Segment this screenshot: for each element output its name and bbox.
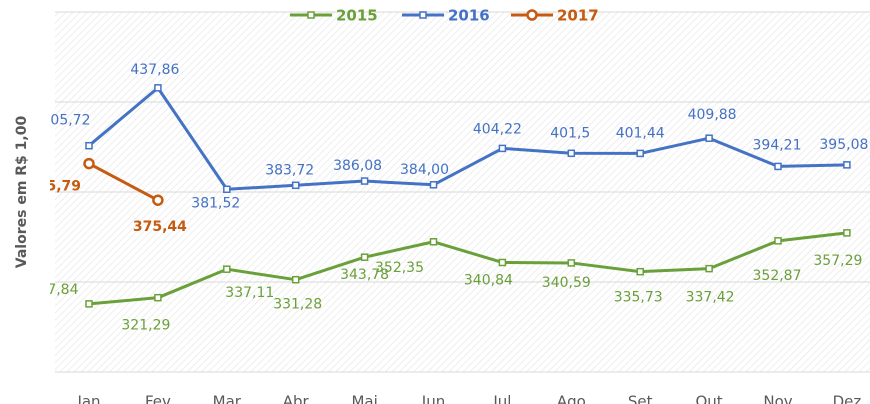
x-tick-label: Abr [283,393,310,404]
data-label: 384,00 [400,162,449,178]
x-tick-label: Jan [76,393,100,404]
marker [154,84,162,92]
x-tick-label: Mar [213,393,242,404]
data-label: 335,73 [614,290,663,306]
marker [291,181,300,190]
x-tick-label: Set [628,393,653,404]
data-label: 381,52 [191,195,240,211]
marker [705,134,713,142]
data-label: 375,44 [133,219,187,235]
marker [291,275,300,284]
data-label: 352,35 [375,260,424,276]
x-tick-label: Jul [492,393,511,404]
legend-marker [307,11,315,19]
data-label: 331,28 [273,297,322,313]
data-label: 395,79 [27,179,81,195]
series-line [88,162,159,202]
marker [223,185,231,194]
data-label: 352,87 [753,268,802,284]
marker [774,237,782,245]
x-tick-label: Out [695,393,722,404]
x-tick-label: Jun [421,393,445,404]
marker [360,253,369,261]
marker [567,149,576,158]
marker [85,300,93,308]
legend-label: 2016 [448,7,490,25]
data-label: 409,88 [688,107,737,123]
marker [154,293,162,302]
series-line [88,86,847,191]
data-label: 386,08 [333,158,382,174]
marker [429,181,438,189]
x-tick-label: Ago [557,393,586,404]
marker [429,238,438,246]
marker [774,162,782,171]
data-label: 343,78 [340,267,389,283]
data-label: 340,59 [542,275,591,291]
x-tick-label: Dez [833,393,862,404]
x-tick-label: Fev [145,393,171,404]
data-label: 394,21 [753,137,802,153]
marker [843,161,851,169]
series-line [88,231,848,306]
data-label: 321,29 [121,318,170,334]
legend-label: 2017 [557,7,599,25]
marker [705,264,713,273]
marker [223,265,231,273]
marker [636,267,644,276]
data-label: 401,44 [616,125,665,141]
data-label: 401,5 [550,125,590,141]
legend-marker [419,11,427,19]
data-label: 405,72 [42,113,91,129]
data-label: 317,84 [30,282,79,298]
data-label: 383,72 [265,162,314,178]
legend-marker [526,9,538,21]
data-label: 337,42 [686,290,735,306]
data-label: 395,08 [819,137,868,153]
data-label: 357,29 [813,253,862,269]
data-label: 437,86 [130,62,179,78]
marker [498,258,507,267]
marker [360,177,369,185]
legend-label: 2015 [336,7,378,25]
marker [152,194,164,206]
marker [636,149,644,158]
marker [843,229,851,237]
data-label: 404,22 [473,121,522,137]
data-label: 340,84 [464,272,513,288]
x-tick-label: Nov [763,393,792,404]
marker [498,144,507,153]
marker [567,259,576,267]
y-axis-label: Valores em R$ 1,00 [14,116,30,269]
data-label: 337,11 [225,285,274,301]
marker [85,141,93,150]
x-tick-label: Mai [351,393,377,404]
marker [83,157,95,170]
